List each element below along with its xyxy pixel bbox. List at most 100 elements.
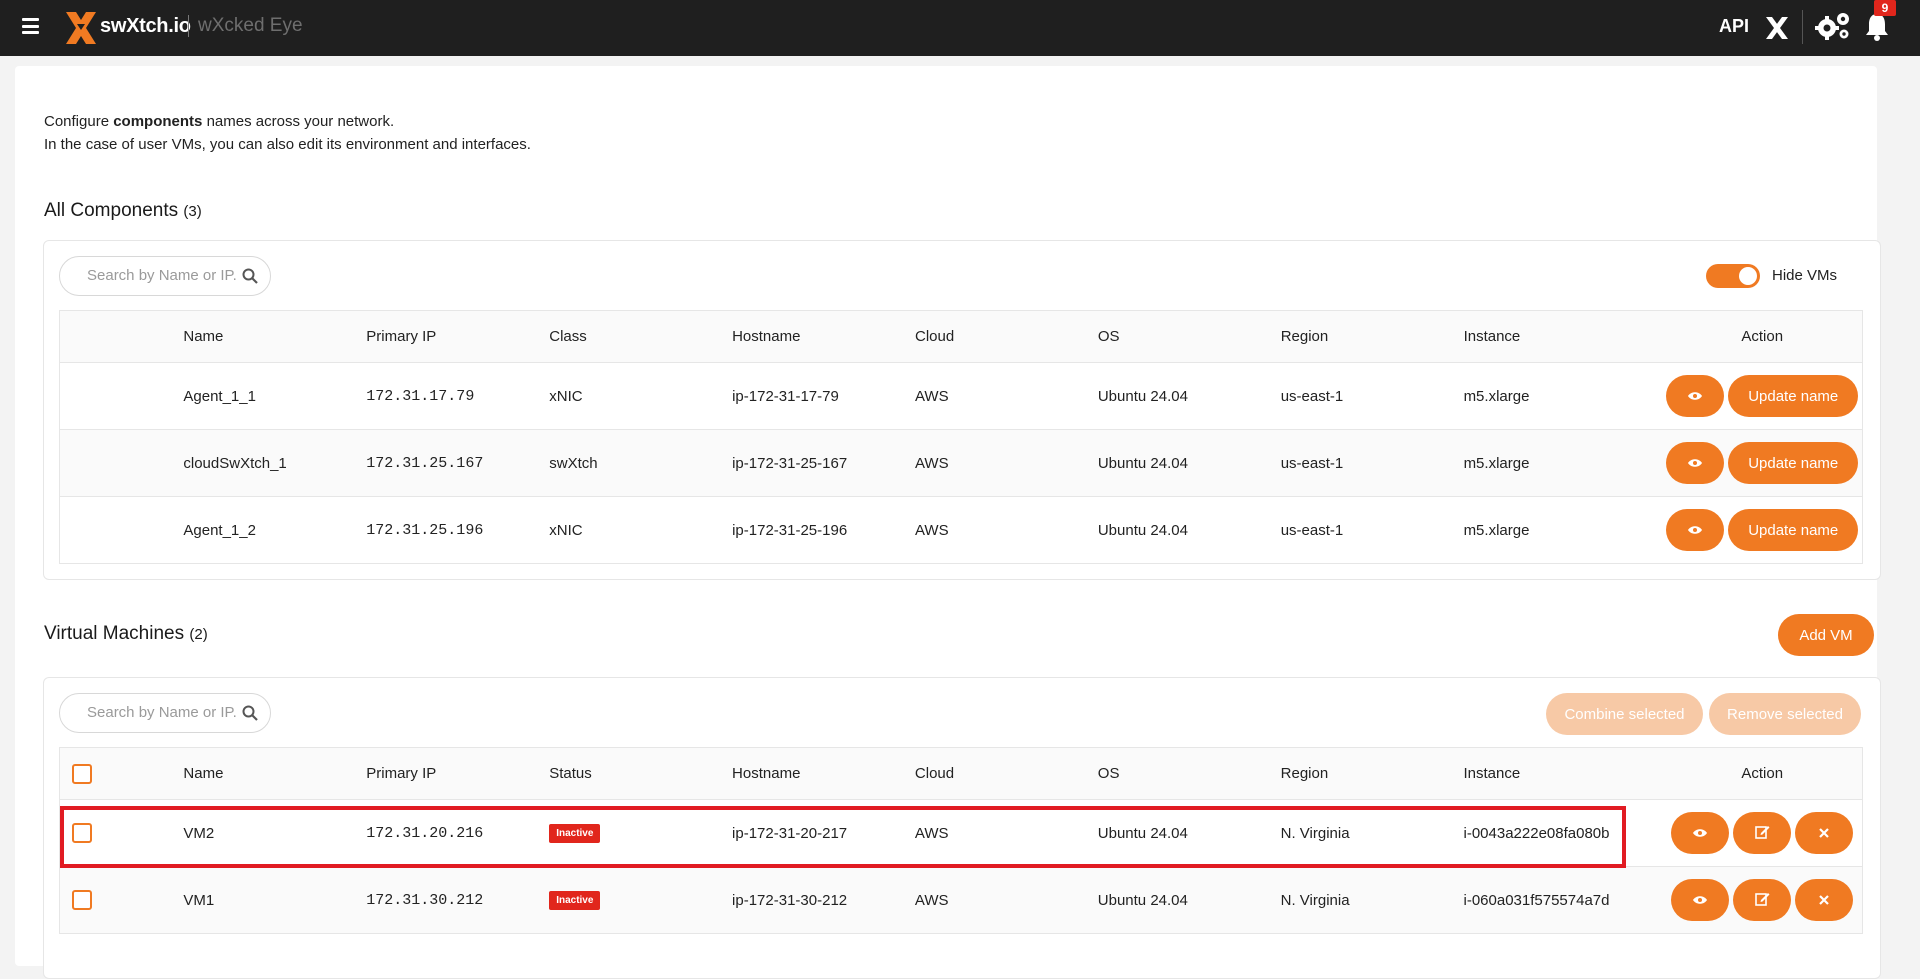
components-search[interactable] [59,256,271,296]
cell-actions: Update name [1662,429,1863,497]
col-os[interactable]: OS [1097,310,1281,363]
gears-icon[interactable] [1815,11,1851,45]
cell-name: Agent_1_1 [183,362,367,430]
cell-cloud: AWS [914,496,1098,564]
cell-actions: Update name [1662,496,1863,564]
eye-icon [1693,895,1708,904]
product-name: wXcked Eye [198,15,303,36]
status-badge: Inactive [549,891,601,910]
delete-button[interactable] [1795,879,1854,921]
vms-search-input[interactable] [85,703,239,722]
status-badge: Inactive [549,824,601,843]
components-search-input[interactable] [85,266,239,285]
search-icon[interactable] [242,268,258,288]
cell-hostname: ip-172-31-30-212 [732,866,915,934]
menu-icon[interactable] [22,18,39,34]
cell-name: VM1 [183,866,367,934]
update-name-button[interactable]: Update name [1728,442,1859,484]
col-action: Action [1662,310,1863,363]
col-cloud[interactable]: Cloud [914,747,1098,800]
col-primary-ip[interactable]: Primary IP [366,310,550,363]
col-class[interactable]: Class [549,310,733,363]
col-hostname[interactable]: Hostname [732,310,915,363]
table-row: VM2 172.31.20.216 Inactive ip-172-31-20-… [59,799,1863,867]
col-primary-ip[interactable]: Primary IP [366,747,550,800]
update-name-button[interactable]: Update name [1728,375,1859,417]
components-panel: Hide VMs Name Primary IP Class Hostname … [43,240,1881,580]
api-link[interactable]: API [1719,16,1750,36]
col-os[interactable]: OS [1097,747,1281,800]
cell-region: us-east-1 [1280,429,1464,497]
col-status[interactable]: Status [549,747,733,800]
brand-divider [188,15,189,37]
view-button[interactable] [1671,879,1730,921]
cell-cloud: AWS [914,429,1098,497]
view-button[interactable] [1671,812,1730,854]
cell-os: Ubuntu 24.04 [1097,799,1281,867]
edit-button[interactable] [1733,812,1792,854]
bell-icon[interactable] [1864,12,1890,46]
table-row: cloudSwXtch_1 172.31.25.167 swXtch ip-17… [59,429,1863,497]
cell-class: xNIC [549,496,733,564]
row-select-cell [59,799,184,867]
intro-line1-bold: components [113,113,203,130]
hide-vms-toggle[interactable] [1706,264,1760,288]
search-icon[interactable] [242,705,258,725]
cell-ip: 172.31.25.196 [366,496,550,564]
delete-button[interactable] [1795,812,1854,854]
notification-badge: 9 [1874,0,1896,16]
cell-name: VM2 [183,799,367,867]
col-region[interactable]: Region [1280,310,1464,363]
cell-ip: 172.31.20.216 [366,799,550,867]
combine-selected-button[interactable]: Combine selected [1546,693,1703,735]
col-instance[interactable]: Instance [1463,747,1663,800]
view-button[interactable] [1666,375,1725,417]
cell-cloud: AWS [914,866,1098,934]
close-icon [1819,827,1829,838]
cell-region: N. Virginia [1280,866,1464,934]
edit-icon [1754,825,1770,839]
view-button[interactable] [1666,442,1725,484]
brand-name: swXtch.io [100,15,191,37]
x-icon[interactable] [1763,14,1791,46]
cell-status: Inactive [549,866,733,934]
swxtch-logo[interactable] [64,10,98,46]
cell-region: N. Virginia [1280,799,1464,867]
main-card: Configure components names across your n… [15,66,1881,979]
col-cloud[interactable]: Cloud [914,310,1098,363]
components-count: (3) [183,203,202,220]
select-all-checkbox[interactable] [72,763,92,784]
cell-ip: 172.31.17.79 [366,362,550,430]
view-button[interactable] [1666,509,1725,551]
update-name-button[interactable]: Update name [1728,509,1859,551]
eye-icon [1693,828,1708,837]
vms-header-row: Name Primary IP Status Hostname Cloud OS… [59,747,1863,800]
row-select-cell [59,866,184,934]
edit-icon [1754,892,1770,906]
cell-class: xNIC [549,362,733,430]
col-action: Action [1662,747,1863,800]
intro-text: Configure components names across your n… [44,110,531,156]
row-checkbox[interactable] [72,823,92,843]
col-instance[interactable]: Instance [1463,310,1663,363]
vms-search[interactable] [59,693,271,733]
vms-count: (2) [189,626,208,643]
add-vm-button[interactable]: Add VM [1778,614,1874,656]
cell-ip: 172.31.30.212 [366,866,550,934]
row-checkbox[interactable] [72,890,92,910]
table-row: VM1 172.31.30.212 Inactive ip-172-31-30-… [59,866,1863,934]
edit-button[interactable] [1733,879,1792,921]
col-region[interactable]: Region [1280,747,1464,800]
eye-icon [1688,525,1703,534]
cell-os: Ubuntu 24.04 [1097,429,1281,497]
col-hostname[interactable]: Hostname [732,747,915,800]
remove-selected-button[interactable]: Remove selected [1709,693,1861,735]
vms-panel: Combine selected Remove selected Name Pr… [43,677,1881,979]
cell-ip: 172.31.25.167 [366,429,550,497]
cell-hostname: ip-172-31-20-217 [732,799,915,867]
col-name[interactable]: Name [183,310,367,363]
cell-hostname: ip-172-31-17-79 [732,362,915,430]
cell-os: Ubuntu 24.04 [1097,496,1281,564]
cell-os: Ubuntu 24.04 [1097,362,1281,430]
col-name[interactable]: Name [183,747,367,800]
